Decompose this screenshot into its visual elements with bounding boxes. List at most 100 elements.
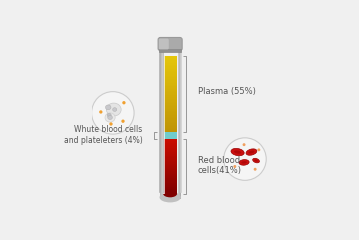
- Bar: [163, 155, 177, 156]
- FancyBboxPatch shape: [159, 39, 169, 49]
- Bar: [163, 112, 177, 114]
- Text: Whute blood cells
and plateleters (4%): Whute blood cells and plateleters (4%): [64, 125, 143, 145]
- Bar: [163, 163, 177, 164]
- Circle shape: [99, 110, 102, 114]
- Ellipse shape: [107, 113, 111, 117]
- Ellipse shape: [113, 108, 117, 111]
- Bar: [163, 131, 177, 132]
- Bar: [163, 129, 177, 131]
- Ellipse shape: [108, 115, 112, 120]
- Bar: [163, 164, 177, 165]
- Bar: [159, 49, 181, 52]
- Bar: [163, 109, 177, 111]
- Bar: [163, 105, 177, 106]
- Bar: [163, 123, 177, 125]
- Bar: [163, 56, 165, 194]
- Bar: [163, 173, 177, 174]
- Circle shape: [254, 168, 257, 171]
- Bar: [163, 99, 177, 100]
- Bar: [163, 182, 177, 183]
- Ellipse shape: [254, 159, 258, 162]
- Bar: [163, 158, 177, 160]
- Bar: [163, 85, 177, 86]
- Bar: [163, 65, 177, 66]
- Bar: [163, 91, 177, 92]
- Bar: [163, 79, 177, 80]
- Bar: [163, 56, 165, 194]
- Bar: [163, 145, 177, 146]
- Bar: [163, 142, 177, 143]
- Bar: [163, 82, 177, 83]
- Circle shape: [233, 165, 236, 168]
- Bar: [163, 56, 177, 57]
- Bar: [163, 56, 164, 194]
- Bar: [163, 83, 177, 85]
- Bar: [163, 184, 177, 185]
- Bar: [163, 140, 177, 141]
- Circle shape: [243, 143, 246, 146]
- Bar: [163, 69, 177, 71]
- Bar: [163, 119, 177, 120]
- Text: Red blood
cells(41%): Red blood cells(41%): [198, 156, 242, 175]
- Circle shape: [224, 138, 266, 180]
- Bar: [163, 156, 177, 157]
- Bar: [163, 192, 177, 194]
- Bar: [163, 128, 177, 129]
- Bar: [163, 72, 177, 74]
- Bar: [163, 66, 177, 68]
- Bar: [163, 111, 177, 112]
- Circle shape: [92, 92, 134, 134]
- Bar: [163, 187, 177, 188]
- Bar: [163, 185, 177, 186]
- Bar: [163, 56, 165, 194]
- Bar: [163, 177, 177, 178]
- Bar: [163, 76, 177, 77]
- Bar: [163, 117, 177, 119]
- Bar: [163, 94, 177, 96]
- Bar: [163, 92, 177, 94]
- Bar: [163, 176, 177, 177]
- Bar: [163, 169, 177, 171]
- Bar: [163, 74, 177, 76]
- Bar: [163, 174, 177, 175]
- Bar: [163, 97, 177, 99]
- Bar: [163, 62, 177, 63]
- Bar: [163, 171, 177, 172]
- Bar: [163, 86, 177, 88]
- Bar: [163, 141, 177, 142]
- Ellipse shape: [246, 149, 257, 155]
- Bar: [163, 80, 177, 82]
- Bar: [163, 189, 177, 190]
- Ellipse shape: [234, 150, 241, 154]
- Ellipse shape: [231, 148, 244, 156]
- Bar: [163, 150, 177, 151]
- Ellipse shape: [105, 113, 115, 122]
- Bar: [163, 160, 177, 161]
- Bar: [163, 162, 177, 163]
- Bar: [163, 175, 177, 176]
- Circle shape: [109, 122, 113, 126]
- Circle shape: [121, 120, 125, 123]
- FancyBboxPatch shape: [158, 37, 182, 51]
- Bar: [163, 166, 177, 167]
- Bar: [163, 108, 177, 109]
- Bar: [163, 103, 177, 105]
- Ellipse shape: [248, 150, 255, 154]
- Bar: [163, 102, 177, 103]
- Ellipse shape: [163, 190, 177, 197]
- Bar: [163, 149, 177, 150]
- Bar: [163, 139, 177, 140]
- Bar: [163, 56, 165, 194]
- Bar: [163, 56, 165, 194]
- Bar: [163, 59, 177, 60]
- Bar: [163, 56, 165, 194]
- Bar: [163, 148, 177, 149]
- Bar: [163, 179, 177, 180]
- Bar: [163, 125, 177, 126]
- Ellipse shape: [159, 192, 181, 202]
- Ellipse shape: [253, 158, 260, 163]
- Bar: [163, 172, 177, 173]
- Bar: [163, 168, 177, 169]
- Ellipse shape: [106, 103, 121, 116]
- Text: Plasma (55%): Plasma (55%): [198, 87, 256, 96]
